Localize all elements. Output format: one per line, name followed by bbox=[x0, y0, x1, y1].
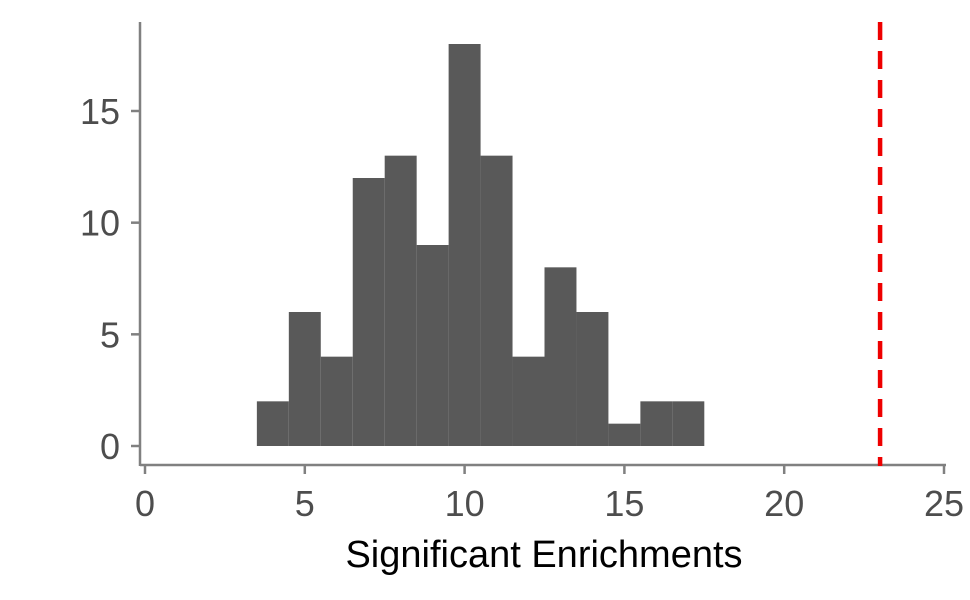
histogram-bar bbox=[672, 401, 705, 446]
histogram-bar bbox=[448, 44, 481, 446]
x-tick-label: 0 bbox=[135, 483, 155, 524]
histogram-bar bbox=[352, 178, 385, 446]
x-tick-label: 5 bbox=[295, 483, 315, 524]
histogram-bar bbox=[480, 155, 513, 446]
histogram-bar bbox=[544, 267, 577, 446]
x-axis-ticks: 0 5 10 15 20 25 bbox=[135, 465, 964, 524]
histogram-bar bbox=[288, 312, 321, 446]
x-axis-title: Significant Enrichments bbox=[345, 534, 742, 576]
y-tick-label: 5 bbox=[100, 314, 120, 355]
histogram-bar bbox=[256, 401, 289, 446]
x-tick-label: 25 bbox=[924, 483, 964, 524]
histogram-bars bbox=[256, 44, 705, 446]
x-tick-label: 10 bbox=[445, 483, 485, 524]
x-tick-label: 15 bbox=[604, 483, 644, 524]
y-tick-label: 10 bbox=[80, 203, 120, 244]
histogram-bar bbox=[512, 356, 545, 446]
histogram-bar bbox=[640, 401, 673, 446]
histogram-bar bbox=[576, 312, 609, 446]
histogram-bar bbox=[320, 356, 353, 446]
histogram-bar bbox=[608, 423, 641, 446]
histogram-bar bbox=[416, 245, 449, 446]
y-tick-label: 15 bbox=[80, 91, 120, 132]
y-tick-label: 0 bbox=[100, 426, 120, 467]
x-tick-label: 20 bbox=[764, 483, 804, 524]
histogram-bar bbox=[384, 155, 417, 446]
y-axis-ticks: 0 5 10 15 bbox=[80, 91, 140, 467]
